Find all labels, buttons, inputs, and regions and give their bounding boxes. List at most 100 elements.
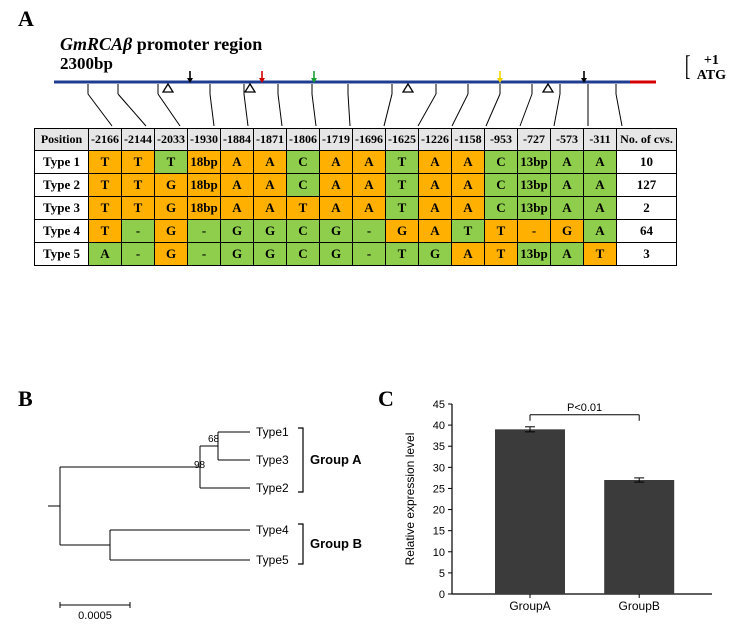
snp-cell: A xyxy=(584,151,617,174)
row-label: Type 4 xyxy=(35,220,89,243)
snp-cell: A xyxy=(584,174,617,197)
snp-cell: C xyxy=(287,151,320,174)
col-pos: -311 xyxy=(584,129,617,151)
snp-cell: G xyxy=(254,220,287,243)
snp-cell: 18bp xyxy=(188,174,221,197)
svg-text:GroupB: GroupB xyxy=(619,599,660,613)
snp-cell: C xyxy=(287,243,320,266)
col-pos: -1719 xyxy=(320,129,353,151)
snp-cell: C xyxy=(287,174,320,197)
svg-text:25: 25 xyxy=(433,483,445,495)
col-pos: -1625 xyxy=(386,129,419,151)
col-pos: -727 xyxy=(518,129,551,151)
snp-cell: A xyxy=(353,174,386,197)
snp-cell: 13bp xyxy=(518,151,551,174)
svg-text:Type1: Type1 xyxy=(256,425,289,439)
snp-cell: A xyxy=(221,151,254,174)
row-label: Type 3 xyxy=(35,197,89,220)
snp-cell: - xyxy=(188,243,221,266)
col-pos: -1806 xyxy=(287,129,320,151)
snp-cell: A xyxy=(221,174,254,197)
cvs-count: 127 xyxy=(617,174,677,197)
snp-cell: - xyxy=(353,220,386,243)
col-pos: -2033 xyxy=(155,129,188,151)
snp-cell: G xyxy=(221,243,254,266)
col-pos: -1696 xyxy=(353,129,386,151)
snp-cell: T xyxy=(584,243,617,266)
svg-text:98: 98 xyxy=(194,460,206,471)
snp-cell: A xyxy=(419,174,452,197)
bar-chart: 051015202530354045Relative expression le… xyxy=(400,396,740,626)
snp-cell: A xyxy=(419,197,452,220)
snp-cell: A xyxy=(254,197,287,220)
svg-text:P<0.01: P<0.01 xyxy=(567,402,602,414)
snp-cell: A xyxy=(254,151,287,174)
snp-cell: G xyxy=(254,243,287,266)
snp-cell: C xyxy=(485,174,518,197)
snp-cell: A xyxy=(254,174,287,197)
snp-cell: - xyxy=(122,243,155,266)
row-label: Type 2 xyxy=(35,174,89,197)
snp-cell: G xyxy=(155,220,188,243)
snp-cell: - xyxy=(353,243,386,266)
snp-cell: A xyxy=(551,197,584,220)
snp-cell: A xyxy=(584,197,617,220)
snp-cell: A xyxy=(452,243,485,266)
snp-cell: C xyxy=(485,197,518,220)
snp-cell: G xyxy=(155,197,188,220)
svg-text:Type2: Type2 xyxy=(256,481,289,495)
snp-cell: 13bp xyxy=(518,197,551,220)
snp-cell: A xyxy=(452,197,485,220)
snp-cell: T xyxy=(122,197,155,220)
snp-cell: A xyxy=(353,151,386,174)
snp-cell: T xyxy=(386,197,419,220)
svg-text:Group B: Group B xyxy=(310,536,362,551)
row-label: Type 1 xyxy=(35,151,89,174)
snp-cell: A xyxy=(452,151,485,174)
snp-cell: A xyxy=(353,197,386,220)
svg-text:Type3: Type3 xyxy=(256,453,289,467)
snp-cell: T xyxy=(485,220,518,243)
snp-table: Position-2166-2144-2033-1930-1884-1871-1… xyxy=(34,128,677,266)
svg-text:Type5: Type5 xyxy=(256,553,289,567)
cvs-count: 3 xyxy=(617,243,677,266)
svg-text:0: 0 xyxy=(439,589,445,601)
snp-cell: A xyxy=(419,151,452,174)
svg-text:45: 45 xyxy=(433,399,445,411)
snp-cell: A xyxy=(452,174,485,197)
snp-cell: G xyxy=(155,174,188,197)
snp-cell: 18bp xyxy=(188,151,221,174)
cvs-count: 2 xyxy=(617,197,677,220)
col-pos: -573 xyxy=(551,129,584,151)
snp-cell: T xyxy=(485,243,518,266)
panel-letter-c: C xyxy=(378,386,394,412)
snp-cell: - xyxy=(188,220,221,243)
snp-cell: A xyxy=(551,174,584,197)
col-cvs: No. of cvs. xyxy=(617,129,677,151)
snp-cell: G xyxy=(320,220,353,243)
snp-cell: - xyxy=(122,220,155,243)
promoter-title: GmRCAβ promoter region xyxy=(60,34,262,55)
panel-letter-b: B xyxy=(18,386,33,412)
snp-cell: - xyxy=(518,220,551,243)
svg-text:35: 35 xyxy=(433,441,445,453)
snp-cell: T xyxy=(386,151,419,174)
svg-text:10: 10 xyxy=(433,547,445,559)
snp-cell: A xyxy=(320,197,353,220)
snp-cell: A xyxy=(551,243,584,266)
snp-cell: T xyxy=(122,174,155,197)
snp-cell: A xyxy=(551,151,584,174)
svg-text:Type4: Type4 xyxy=(256,523,289,537)
snp-cell: A xyxy=(320,174,353,197)
snp-cell: T xyxy=(386,174,419,197)
svg-text:30: 30 xyxy=(433,462,445,474)
col-pos: -2144 xyxy=(122,129,155,151)
snp-cell: A xyxy=(89,243,122,266)
svg-text:Relative expression level: Relative expression level xyxy=(403,433,417,566)
col-pos: -953 xyxy=(485,129,518,151)
row-label: Type 5 xyxy=(35,243,89,266)
snp-cell: T xyxy=(287,197,320,220)
cvs-count: 10 xyxy=(617,151,677,174)
atg-label: +1ATG[ xyxy=(697,54,726,83)
panel-letter-a: A xyxy=(18,6,34,32)
